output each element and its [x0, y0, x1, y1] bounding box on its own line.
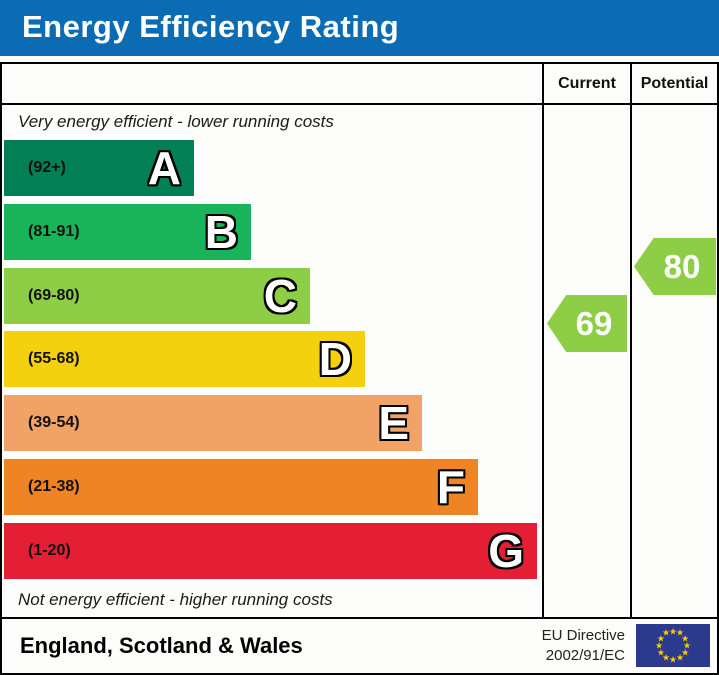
- column-header-current: Current: [544, 64, 632, 103]
- header-spacer: [2, 64, 544, 103]
- current-rating-value: 69: [575, 304, 613, 342]
- band-range-label: (92+): [28, 159, 66, 176]
- band-range-label: (39-54): [28, 414, 80, 431]
- band-c: (69-80) C: [4, 268, 310, 324]
- band-range-label: (1-20): [28, 542, 71, 559]
- eu-directive-line2: 2002/91/EC: [545, 647, 625, 664]
- band-range-label: (81-91): [28, 223, 80, 240]
- band-f: (21-38) F: [4, 459, 478, 515]
- page-title: Energy Efficiency Rating: [0, 0, 719, 56]
- column-header-potential: Potential: [640, 74, 709, 92]
- star-icon: ★: [681, 633, 690, 643]
- band-letter: D: [318, 333, 352, 385]
- region-label: England, Scotland & Wales: [20, 633, 303, 658]
- star-icon: ★: [654, 640, 664, 650]
- star-icon: ★: [675, 652, 685, 663]
- band-letter: F: [436, 461, 465, 513]
- eu-directive-label: EU Directive 2002/91/EC: [542, 626, 625, 667]
- star-icon: ★: [681, 647, 690, 657]
- star-icon: ★: [668, 626, 678, 636]
- rating-table: Current Potential Very energy efficient …: [0, 62, 719, 675]
- rating-bands-column: Very energy efficient - lower running co…: [2, 105, 544, 617]
- band-letter: G: [488, 525, 524, 577]
- star-icon: ★: [661, 652, 671, 663]
- eu-directive-line1: EU Directive: [541, 626, 625, 644]
- band-letter: A: [147, 142, 181, 194]
- band-range-label: (21-38): [28, 478, 80, 495]
- table-body-row: Very energy efficient - lower running co…: [2, 105, 717, 619]
- bottom-note: Not energy efficient - higher running co…: [18, 590, 333, 609]
- band-letter: C: [263, 270, 297, 322]
- band-range-label: (69-80): [28, 287, 80, 304]
- band-e: (39-54) E: [4, 395, 422, 451]
- band-range-label: (55-68): [28, 350, 80, 367]
- potential-column: 80: [632, 105, 717, 617]
- band-letter: B: [204, 206, 238, 258]
- star-icon: ★: [675, 627, 685, 638]
- table-footer-row: England, Scotland & Wales EU Directive 2…: [2, 619, 717, 673]
- current-rating-arrow: 69: [547, 295, 627, 352]
- band-d: (55-68) D: [4, 331, 365, 387]
- current-column: 69: [544, 105, 632, 617]
- band-a: (92+) A: [4, 140, 194, 196]
- potential-rating-value: 80: [663, 247, 701, 285]
- star-icon: ★: [656, 633, 665, 643]
- star-icon: ★: [682, 640, 692, 650]
- eu-flag-icon: ★ ★ ★ ★ ★ ★ ★ ★ ★ ★ ★ ★: [636, 624, 710, 667]
- top-note: Very energy efficient - lower running co…: [18, 112, 334, 131]
- star-icon: ★: [661, 627, 671, 638]
- potential-rating-arrow: 80: [634, 238, 716, 295]
- band-b: (81-91) B: [4, 204, 251, 260]
- band-g: (1-20) G: [4, 523, 537, 579]
- star-icon: ★: [656, 647, 665, 657]
- table-header-row: Current Potential: [2, 64, 717, 105]
- band-letter: E: [378, 397, 409, 449]
- star-icon: ★: [668, 654, 678, 664]
